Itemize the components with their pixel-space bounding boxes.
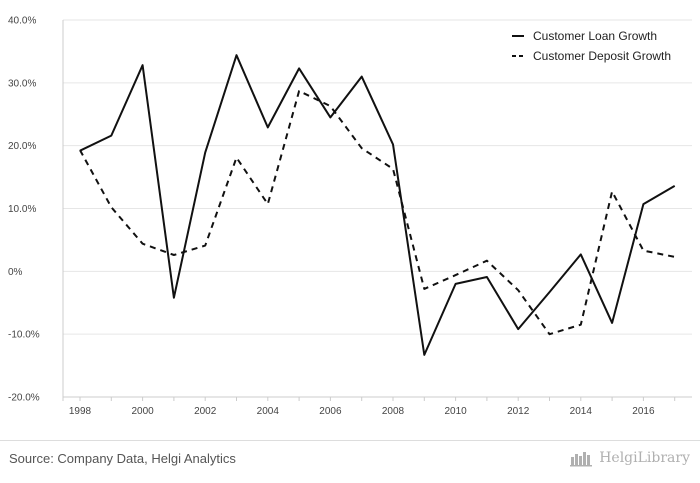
x-axis: 1998 2000 2002 2004 2006 2008 2010 2012 2014 2016 (62, 20, 692, 417)
library-icon (570, 452, 593, 467)
y-tick-label: -10.0% (8, 330, 40, 341)
footer-divider (0, 440, 700, 441)
y-tick-label: -20.0% (8, 393, 40, 404)
x-tick-label: 2000 (131, 406, 154, 417)
y-tick-label: 40.0% (8, 16, 36, 27)
x-tick-label: 2008 (382, 406, 405, 417)
x-tick-label: 2006 (319, 406, 342, 417)
y-tick-label: 10.0% (8, 204, 36, 215)
source-note: Source: Company Data, Helgi Analytics (9, 451, 236, 466)
y-tick-label: 20.0% (8, 141, 36, 152)
legend: Customer Loan Growth Customer Deposit Gro… (512, 29, 671, 63)
legend-label: Customer Deposit Growth (533, 49, 671, 63)
x-tick-label: 2012 (507, 406, 530, 417)
x-tick-label: 2016 (632, 406, 655, 417)
x-tick-label: 2014 (570, 406, 593, 417)
customer-loan-growth-line (79, 54, 676, 356)
y-axis: -20.0% -10.0% 0% 10.0% 20.0% 30.0% 40.0% (8, 16, 40, 404)
customer-deposit-growth-line (79, 90, 675, 336)
y-tick-label: 0% (8, 267, 23, 278)
x-tick-label: 2004 (257, 406, 280, 417)
x-tick-label: 1998 (69, 406, 92, 417)
brand-name: HelgiLibrary (599, 450, 690, 466)
x-tick-label: 2010 (444, 406, 467, 417)
y-tick-label: 30.0% (8, 78, 36, 89)
line-chart: -20.0% -10.0% 0% 10.0% 20.0% 30.0% 40.0% 1998 2… (8, 16, 692, 417)
brand-logo: HelgiLibrary (570, 449, 690, 467)
series-lines (79, 54, 676, 356)
legend-label: Customer Loan Growth (533, 29, 657, 43)
x-tick-label: 2002 (194, 406, 217, 417)
grid-lines (63, 19, 692, 398)
